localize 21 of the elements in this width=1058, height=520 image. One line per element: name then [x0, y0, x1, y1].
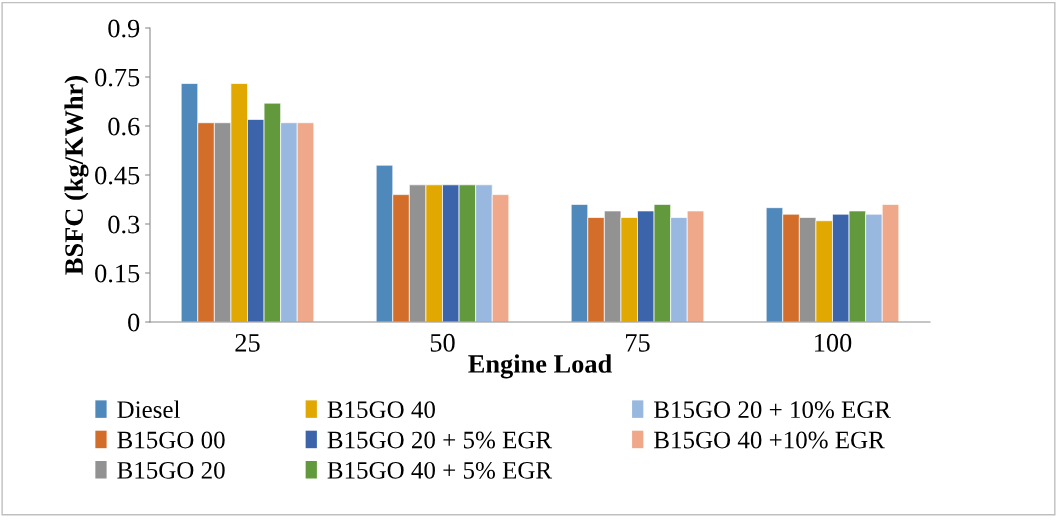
- y-tick-label: 0.45: [95, 166, 140, 185]
- y-tick-label: 0.9: [108, 19, 140, 38]
- y-tick-label: 0.3: [108, 215, 140, 234]
- y-tick-label: 0.6: [108, 117, 140, 136]
- y-tick-label: 0.75: [95, 68, 140, 87]
- legend-label: B15GO 40 +10% EGR: [654, 431, 885, 449]
- x-tick-label: 25: [235, 333, 260, 352]
- x-tick-label: 75: [626, 334, 650, 352]
- legend-label: Diesel: [117, 400, 180, 419]
- x-axis-title: Engine Load: [468, 354, 612, 379]
- legend-label: B15GO 20 + 5% EGR: [327, 431, 553, 449]
- y-tick-label: 0: [128, 313, 140, 332]
- legend-label: B15GO 20: [117, 461, 225, 479]
- legend-label: B15GO 00: [117, 431, 225, 449]
- legend-label: B15GO 40: [327, 401, 435, 419]
- legend-label: B15GO 40 + 5% EGR: [327, 461, 553, 479]
- y-tick-label: 0.15: [95, 264, 140, 283]
- x-tick-label: 100: [815, 333, 852, 352]
- x-tick-label: 50: [430, 333, 455, 352]
- legend-label: B15GO 20 + 10% EGR: [654, 401, 892, 419]
- y-axis-title: BSFC (kg/KWhr): [64, 76, 89, 275]
